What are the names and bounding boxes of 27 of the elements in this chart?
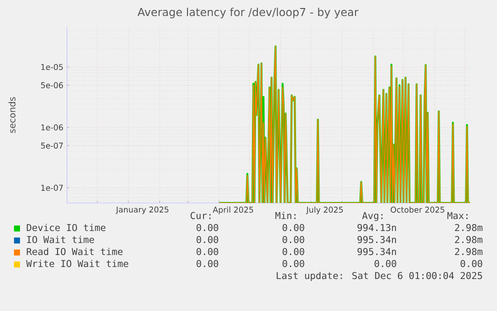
text: 0.00 (282, 224, 304, 232)
text: 0.00 (374, 260, 396, 268)
y-axis-title: seconds (8, 97, 16, 133)
text: Cur: (190, 212, 211, 220)
text: 0.00 (196, 248, 218, 256)
text: 0.00 (196, 236, 218, 244)
text: 0.00 (460, 260, 482, 268)
text: Max: (447, 212, 468, 220)
legend-label: Write IO Wait time (26, 260, 128, 268)
text: Min: (275, 212, 296, 219)
text: 0.00 (196, 224, 218, 232)
text: 0.00 (196, 260, 218, 268)
text: 2.98m (455, 224, 482, 232)
chart-title: Average latency for /dev/loop7 - by year (138, 8, 359, 18)
text: 0.00 (282, 260, 304, 268)
legend-label: Read IO Wait time (26, 248, 123, 256)
text: 995.34n (358, 236, 396, 244)
text: 0.00 (282, 236, 304, 244)
legend-label: Device IO time (26, 224, 106, 232)
text: 2.98m (455, 248, 482, 256)
text: 994.13n (358, 224, 396, 232)
text: Last update: Sat Dec 6 01:00:04 2025 (276, 272, 482, 281)
text: Avg: (362, 212, 383, 222)
legend-label: IO Wait time (27, 236, 94, 244)
text: 0.00 (282, 248, 304, 256)
text: 2.98m (455, 236, 482, 244)
text: 995.34n (358, 248, 396, 256)
